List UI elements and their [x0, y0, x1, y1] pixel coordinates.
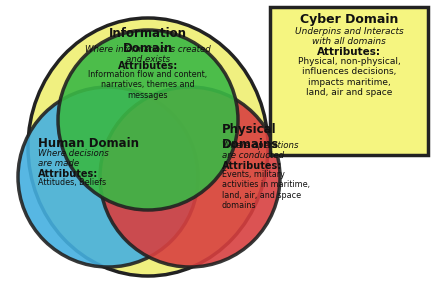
Text: Information flow and content,
narratives, themes and
messages: Information flow and content, narratives…: [88, 70, 208, 100]
FancyBboxPatch shape: [270, 7, 428, 155]
Circle shape: [58, 30, 238, 210]
Text: Physical
Domains: Physical Domains: [222, 123, 279, 151]
Text: Attributes:: Attributes:: [222, 161, 282, 171]
Text: Human Domain: Human Domain: [38, 137, 139, 150]
Ellipse shape: [28, 18, 268, 276]
Text: Events, military
activities in maritime,
land, air, and space
domains: Events, military activities in maritime,…: [222, 170, 310, 210]
Text: Where operations
are conducted: Where operations are conducted: [222, 141, 299, 160]
Text: Underpins and Interacts
with all domains: Underpins and Interacts with all domains: [295, 27, 403, 46]
Text: Cyber Domain: Cyber Domain: [300, 13, 398, 26]
Text: Attributes:: Attributes:: [317, 47, 381, 57]
Text: Attitudes, Beliefs: Attitudes, Beliefs: [38, 178, 106, 187]
Text: Attributes:: Attributes:: [118, 61, 178, 71]
Text: Where information is created
and exists: Where information is created and exists: [85, 45, 211, 64]
Text: Where decisions
are made: Where decisions are made: [38, 149, 109, 168]
Text: Information
Domain: Information Domain: [109, 27, 187, 55]
Circle shape: [100, 87, 280, 267]
Text: Physical, non-physical,
influences decisions,
impacts maritime,
land, air and sp: Physical, non-physical, influences decis…: [298, 57, 400, 97]
Text: Attributes:: Attributes:: [38, 169, 98, 179]
Circle shape: [18, 87, 198, 267]
